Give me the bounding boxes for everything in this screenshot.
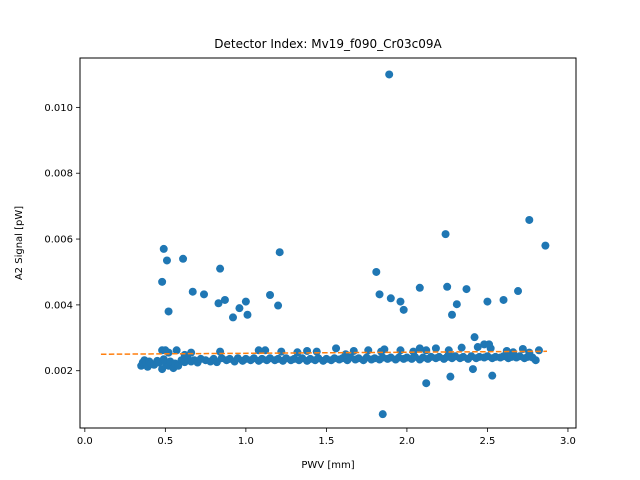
data-point [158, 365, 167, 374]
data-point [514, 287, 523, 296]
data-point [158, 277, 167, 286]
data-point [349, 346, 358, 355]
y-tick-label: 0.002 [44, 366, 73, 377]
data-point [172, 346, 181, 355]
data-point [446, 372, 455, 381]
data-point [200, 290, 208, 299]
x-tick-label: 2.5 [479, 436, 495, 447]
data-point [457, 343, 466, 352]
data-point [443, 282, 452, 291]
data-point [261, 346, 270, 355]
data-point [468, 365, 477, 374]
chart-title: Detector Index: Mv19_f090_Cr03c09A [214, 37, 442, 51]
data-point [462, 285, 471, 294]
x-axis: 0.0 0.5 1.0 1.5 2.0 2.5 3.0 [77, 428, 576, 447]
data-point [525, 215, 534, 224]
data-point [485, 340, 494, 349]
data-point [188, 287, 197, 296]
data-point [499, 295, 508, 304]
y-tick-label: 0.006 [44, 235, 73, 246]
data-point [228, 313, 237, 322]
fit-line-layer [100, 350, 548, 356]
data-point [312, 347, 321, 356]
data-point [415, 283, 424, 292]
data-point [266, 291, 275, 300]
x-tick-label: 0.0 [77, 436, 93, 447]
data-point [415, 344, 424, 353]
data-point [164, 307, 173, 316]
data-point [488, 371, 497, 380]
data-point [385, 70, 394, 79]
data-point [303, 346, 312, 355]
x-tick-label: 1.0 [238, 436, 254, 447]
y-axis: 0.002 0.004 0.006 0.008 0.010 [44, 103, 80, 377]
data-point [214, 299, 223, 308]
data-point [241, 297, 250, 306]
data-point [274, 301, 283, 310]
y-tick-label: 0.008 [44, 169, 73, 180]
data-point [386, 294, 395, 303]
data-point [372, 267, 381, 276]
data-point [431, 344, 440, 353]
plot-area-background [80, 58, 576, 428]
data-point [534, 346, 543, 355]
fit-line [100, 350, 548, 356]
data-point [277, 347, 286, 356]
y-tick-label: 0.004 [44, 300, 73, 311]
data-point [452, 300, 461, 309]
data-point [220, 295, 229, 304]
data-point [216, 347, 225, 356]
data-point [275, 248, 284, 257]
data-point [531, 356, 540, 365]
data-point [159, 244, 168, 253]
data-points [137, 70, 550, 419]
data-point [509, 348, 518, 357]
data-point [525, 348, 534, 357]
data-point [396, 297, 405, 306]
data-point [235, 304, 244, 313]
data-point [293, 348, 302, 357]
data-point [341, 350, 350, 359]
plot-area [79, 57, 577, 429]
data-point [332, 344, 341, 353]
plot-frame [79, 57, 577, 429]
data-point [187, 348, 196, 357]
data-point [441, 230, 450, 239]
x-axis-label: PWV [mm] [301, 460, 354, 471]
data-point [473, 343, 482, 352]
data-point [180, 350, 189, 359]
data-point [216, 264, 225, 273]
x-tick-label: 2.0 [399, 436, 415, 447]
data-point [378, 410, 387, 419]
y-tick-label: 0.010 [44, 103, 73, 114]
data-point [422, 379, 431, 388]
data-point [243, 310, 252, 319]
data-point [399, 305, 408, 314]
x-tick-label: 3.0 [560, 436, 576, 447]
x-tick-label: 1.5 [318, 436, 334, 447]
x-tick-label: 0.5 [157, 436, 173, 447]
data-point [448, 310, 456, 319]
data-point [179, 254, 188, 263]
data-point [161, 346, 170, 355]
data-point [541, 241, 550, 250]
data-point [470, 333, 479, 342]
data-point [380, 345, 389, 354]
data-point [375, 290, 384, 299]
data-point [254, 346, 263, 355]
data-point [162, 256, 171, 265]
data-point [483, 297, 492, 306]
data-point [396, 346, 405, 355]
y-axis-label: A2 Signal [pW] [14, 206, 25, 280]
